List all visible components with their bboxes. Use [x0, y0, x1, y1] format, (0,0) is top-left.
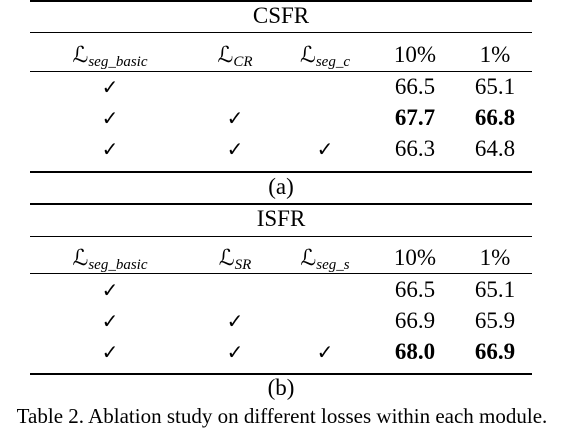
check-icon: ✓	[101, 309, 119, 333]
header-loss-seg-basic: ℒseg_basic	[72, 43, 148, 70]
check-icon: ✓	[101, 75, 119, 99]
value-10-percent: 68.0	[394, 339, 436, 364]
header-10-percent: 10%	[393, 245, 437, 270]
value-1-percent: 64.8	[474, 136, 516, 161]
value-10-percent: 66.9	[394, 308, 436, 333]
header-loss-seg-basic: ℒseg_basic	[72, 246, 148, 273]
header-loss-seg-s: ℒseg_s	[300, 246, 350, 273]
check-icon	[280, 72, 370, 102]
check-icon	[280, 275, 370, 305]
value-1-percent: 66.8	[474, 105, 516, 130]
table-a-top-rule	[30, 0, 532, 2]
table-a-bottom-rule	[30, 171, 532, 173]
table-b-bottom-rule	[30, 373, 532, 375]
check-icon: ✓	[316, 340, 334, 364]
table-row: ✓ 66.5 65.1	[30, 275, 532, 305]
check-icon: ✓	[226, 106, 244, 130]
header-1-percent: 1%	[479, 42, 511, 67]
check-icon: ✓	[226, 309, 244, 333]
check-icon	[280, 306, 370, 336]
check-icon: ✓	[226, 137, 244, 161]
value-1-percent: 66.9	[474, 339, 516, 364]
value-1-percent: 65.1	[474, 74, 516, 99]
value-10-percent: 66.5	[394, 74, 436, 99]
value-10-percent: 67.7	[394, 105, 436, 130]
value-10-percent: 66.5	[394, 277, 436, 302]
table-row: ✓ ✓ 67.7 66.8	[30, 103, 532, 133]
check-icon: ✓	[101, 278, 119, 302]
table-row: ✓ ✓ 66.9 65.9	[30, 306, 532, 336]
check-icon	[190, 72, 280, 102]
header-10-percent: 10%	[393, 42, 437, 67]
table-caption: Table 2. Ablation study on different los…	[16, 404, 548, 428]
table-row: ✓ ✓ ✓ 68.0 66.9	[30, 337, 532, 367]
check-icon	[190, 275, 280, 305]
table-b-title: ISFR	[256, 206, 306, 231]
table-a-label: (a)	[268, 174, 294, 199]
table-b-title-rule	[30, 236, 532, 237]
table-a-header-row: ℒseg_basic ℒCR ℒseg_c 10% 1%	[30, 40, 532, 70]
check-icon: ✓	[101, 106, 119, 130]
check-icon: ✓	[101, 340, 119, 364]
header-loss-seg-c: ℒseg_c	[299, 43, 350, 70]
value-1-percent: 65.9	[474, 308, 516, 333]
table-b-header-rule	[30, 273, 532, 274]
table-a-title-rule	[30, 32, 532, 33]
check-icon: ✓	[316, 137, 334, 161]
check-icon: ✓	[226, 340, 244, 364]
table-b-header-row: ℒseg_basic ℒSR ℒseg_s 10% 1%	[30, 243, 532, 273]
table-b-label: (b)	[267, 375, 295, 400]
header-loss-cr: ℒCR	[217, 43, 253, 70]
check-icon	[280, 103, 370, 133]
table-row: ✓ 66.5 65.1	[30, 72, 532, 102]
table-b-top-rule	[30, 203, 532, 205]
table-a-header-rule	[30, 71, 532, 72]
table-row: ✓ ✓ ✓ 66.3 64.8	[30, 134, 532, 164]
value-10-percent: 66.3	[394, 136, 436, 161]
header-loss-sr: ℒSR	[218, 246, 252, 273]
value-1-percent: 65.1	[474, 277, 516, 302]
header-1-percent: 1%	[479, 245, 511, 270]
check-icon: ✓	[101, 137, 119, 161]
table-a-title: CSFR	[252, 3, 310, 28]
